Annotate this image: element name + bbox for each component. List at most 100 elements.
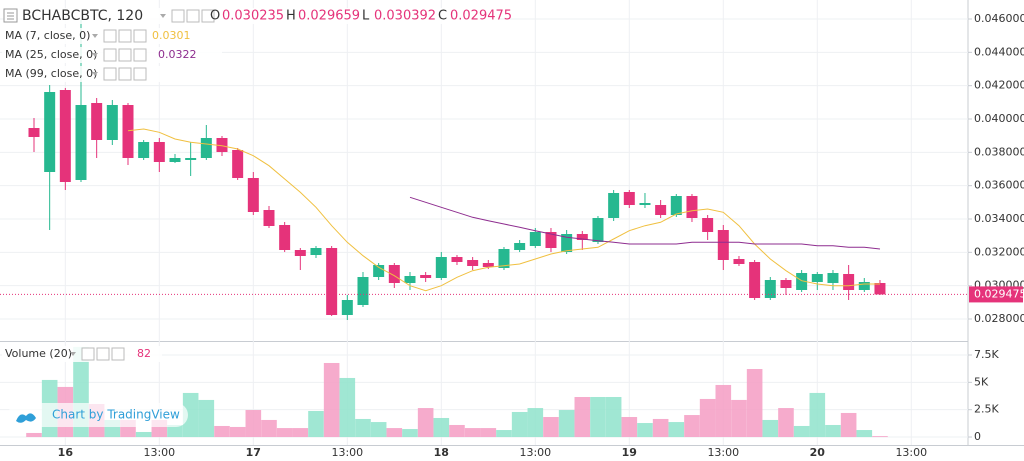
- legend-button[interactable]: [103, 48, 117, 62]
- volume-bar: [731, 399, 747, 438]
- volume-bar: [684, 415, 700, 438]
- y-tick-label: 0.038000: [974, 145, 1024, 158]
- volume-bar: [276, 428, 293, 438]
- legend-button[interactable]: [81, 347, 95, 361]
- candle-body: [623, 192, 635, 205]
- candle-body: [106, 105, 118, 140]
- candle-body: [310, 248, 322, 255]
- last-price-label: 0.029475: [974, 287, 1024, 300]
- volume-bar: [26, 432, 42, 438]
- x-tick-label: 16: [58, 446, 74, 459]
- candle-body: [451, 257, 463, 262]
- candle-body: [545, 232, 557, 248]
- candle-body: [498, 249, 510, 268]
- ohlc-value: 0.029659: [298, 9, 360, 24]
- candle-body: [279, 225, 291, 250]
- candle-body: [561, 234, 573, 252]
- candle-body: [91, 103, 103, 140]
- volume-bar: [339, 377, 356, 438]
- last-price-badge: [969, 286, 1023, 303]
- legend-button[interactable]: [96, 347, 110, 361]
- legend-value: 0.0322: [158, 48, 197, 61]
- volume-bar: [433, 417, 450, 438]
- dropdown-caret: [92, 53, 98, 57]
- legend: BCHABCBTC, 120 O 0.030235 H 0.029659 L 0.03039…: [2, 8, 512, 427]
- legend-button[interactable]: [133, 67, 147, 81]
- candle-body: [326, 248, 338, 315]
- ohlc-key: H: [286, 9, 296, 24]
- legend-button[interactable]: [111, 347, 125, 361]
- volume-bar: [746, 369, 763, 438]
- volume-bar: [214, 425, 230, 438]
- candle-body: [263, 210, 275, 226]
- candle-body: [514, 243, 526, 250]
- volume-value: 82: [137, 347, 151, 360]
- candle-body: [247, 178, 259, 212]
- volume-bar: [402, 429, 418, 438]
- volume-bar: [323, 362, 340, 438]
- legend-bg: [18, 8, 498, 24]
- ohlc-key: C: [438, 9, 447, 24]
- legend-button[interactable]: [171, 9, 185, 23]
- candle-body: [153, 142, 165, 162]
- ohlc-value: 0.030392: [374, 9, 436, 24]
- volume-title: Volume (20): [5, 347, 72, 360]
- x-tick-label: 13:00: [143, 446, 175, 459]
- candle-body: [216, 138, 228, 152]
- candle-body: [749, 262, 761, 298]
- legend-button[interactable]: [133, 48, 147, 62]
- y-tick-label: 5K: [974, 375, 989, 388]
- legend-button[interactable]: [118, 48, 132, 62]
- x-tick-label: 18: [434, 446, 449, 459]
- volume-bar: [621, 417, 638, 438]
- volume-bar: [543, 417, 559, 438]
- volume-bar: [825, 424, 841, 438]
- volume-bar: [590, 396, 606, 438]
- y-tick-label: 0.032000: [974, 245, 1024, 258]
- volume-bar: [809, 392, 826, 438]
- candle-body: [576, 234, 588, 240]
- x-tick-label: 17: [246, 446, 261, 459]
- candle-body: [874, 283, 886, 295]
- legend-button[interactable]: [103, 67, 117, 81]
- y-tick-label: 0.044000: [974, 45, 1024, 58]
- y-tick-label: 0.046000: [974, 12, 1024, 25]
- volume-bar: [574, 396, 591, 438]
- candle-body: [122, 105, 134, 158]
- dropdown-caret: [70, 352, 76, 356]
- candle-body: [232, 150, 244, 178]
- volume-bar: [605, 396, 622, 438]
- legend-entry: MA (7, close, 0): [5, 29, 90, 42]
- volume-bar: [292, 428, 309, 438]
- candle-body: [827, 273, 839, 283]
- candle-body: [75, 105, 87, 180]
- volume-bar: [762, 419, 779, 438]
- candle-body: [200, 138, 212, 158]
- ohlc-key: L: [362, 9, 370, 24]
- volume-bar: [245, 410, 262, 438]
- legend-button[interactable]: [118, 29, 132, 43]
- volume-bar: [167, 424, 183, 438]
- candle-body: [702, 218, 714, 232]
- legend-button[interactable]: [133, 29, 147, 43]
- legend-button[interactable]: [103, 29, 117, 43]
- legend-button[interactable]: [201, 9, 215, 23]
- watermark-bg: [8, 403, 188, 427]
- volume-bar: [480, 428, 497, 438]
- legend-button[interactable]: [118, 67, 132, 81]
- volume-bar: [370, 422, 387, 438]
- candle-body: [44, 92, 56, 172]
- dropdown-caret: [92, 72, 98, 76]
- volume-bar: [308, 410, 324, 438]
- ohlc-key: O: [210, 9, 220, 24]
- candle-body: [138, 142, 150, 158]
- volume-bar: [715, 384, 732, 438]
- candle-body: [357, 277, 369, 305]
- legend-button[interactable]: [186, 9, 200, 23]
- volume-bar: [652, 418, 669, 438]
- candle-body: [733, 259, 745, 264]
- candle-body: [482, 263, 494, 267]
- legend-entry: MA (99, close, 0): [5, 67, 97, 80]
- candle-body: [28, 128, 40, 137]
- y-tick-label: 7.5K: [974, 348, 999, 361]
